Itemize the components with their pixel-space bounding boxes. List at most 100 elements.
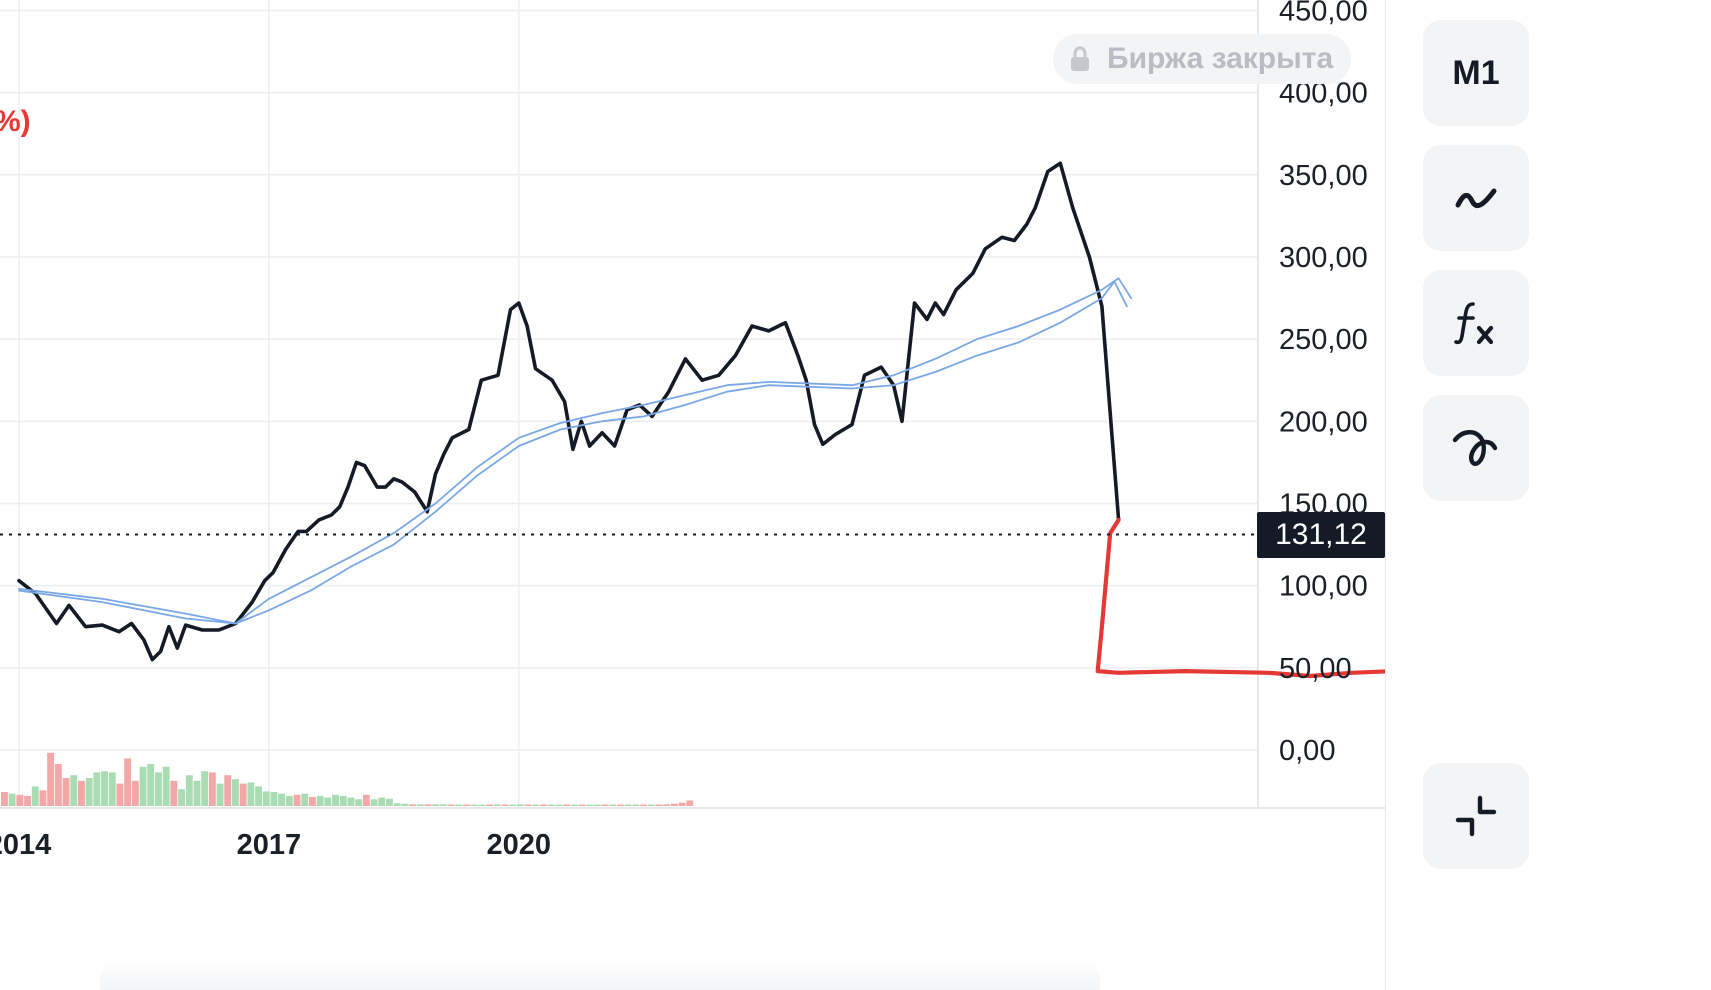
volume-bar xyxy=(424,804,432,806)
volume-bar xyxy=(570,804,578,806)
x-tick-label: 2020 xyxy=(487,829,552,861)
y-axis: 0,0050,00100,00150,00200,00250,00300,003… xyxy=(1279,0,1368,767)
x-tick-label: 2014 xyxy=(0,829,51,861)
series-moving-average xyxy=(18,280,1128,625)
volume-bar xyxy=(85,778,93,806)
volume-bar xyxy=(386,798,393,806)
price-chart[interactable]: 0,0050,00100,00150,00200,00250,00300,003… xyxy=(0,0,1385,990)
volume-bar xyxy=(316,795,324,806)
volume-bar xyxy=(31,786,39,806)
y-tick-label: 200,00 xyxy=(1279,406,1368,438)
volume-bar xyxy=(232,779,239,806)
y-tick-label: 50,00 xyxy=(1279,653,1352,685)
volume-bar xyxy=(147,764,155,806)
volume-bar xyxy=(347,797,355,806)
volume-bar xyxy=(393,803,401,806)
volume-bar xyxy=(124,758,132,806)
volume-bar xyxy=(678,802,686,806)
series-price xyxy=(17,161,1121,662)
volume-bar xyxy=(247,782,255,806)
chart-type-button[interactable] xyxy=(1423,145,1529,251)
volume-bar xyxy=(301,793,309,806)
collapse-button[interactable] xyxy=(1423,763,1529,869)
volume-bar xyxy=(270,792,278,806)
volume-bar xyxy=(663,804,671,806)
volume-bar xyxy=(670,803,678,806)
volume-bar xyxy=(601,804,609,806)
chart-toolbar: M1 xyxy=(1385,0,1711,990)
volume-bar xyxy=(185,775,193,806)
volume-bar xyxy=(362,794,370,806)
volume-bar xyxy=(62,778,70,806)
volume-bar xyxy=(16,794,24,806)
volume-bar xyxy=(447,804,455,806)
volume-bar xyxy=(378,797,386,806)
volume-bar xyxy=(8,793,16,806)
volume-bar xyxy=(586,804,594,806)
volume-bar xyxy=(339,795,347,806)
volume-bar xyxy=(39,790,47,806)
volume-bar xyxy=(324,797,332,806)
volume-bar xyxy=(578,804,586,806)
volume-bar xyxy=(463,804,470,806)
volume-bar xyxy=(139,766,147,806)
volume-bar xyxy=(647,804,655,806)
volume-bar xyxy=(239,783,247,806)
volume-bar xyxy=(640,804,647,806)
y-tick-label: 350,00 xyxy=(1279,160,1368,192)
market-status-badge: Биржа закрыта xyxy=(1053,34,1352,84)
current-price-tag: 131,12 xyxy=(1257,511,1385,558)
volume-bar xyxy=(70,775,78,806)
volume-bar xyxy=(409,804,416,806)
volume-bar xyxy=(609,804,617,806)
volume-bar xyxy=(224,775,232,806)
volume-bar xyxy=(486,804,493,806)
volume-bar xyxy=(370,799,378,806)
volume-bar xyxy=(655,804,663,806)
volume-bar xyxy=(93,772,101,806)
volume-bar xyxy=(78,780,85,806)
volume-bar xyxy=(632,804,640,806)
volume-bar xyxy=(555,804,563,806)
volume-bar xyxy=(332,794,339,806)
volume-bar xyxy=(547,804,555,806)
period-button[interactable]: M1 xyxy=(1423,20,1529,126)
volume-bar xyxy=(501,804,509,806)
indicators-button[interactable] xyxy=(1423,270,1529,376)
volume-bar xyxy=(563,804,570,806)
volume-bar xyxy=(201,771,209,806)
volume-bar xyxy=(309,797,316,806)
volume-bar xyxy=(617,804,624,806)
chart-area[interactable]: 0,00 50,00 100,00 150,00 200,00 250,00 300,00 3… xyxy=(0,0,1385,990)
y-tick-label: 0,00 xyxy=(1279,735,1335,767)
collapse-arrows-icon xyxy=(1455,795,1497,837)
volume-bar xyxy=(262,791,270,806)
volume-bar xyxy=(532,804,540,806)
volume-bar xyxy=(116,783,124,806)
volume-bar xyxy=(432,804,440,806)
volume-bar xyxy=(401,803,409,806)
series-moving-average-2 xyxy=(18,277,1132,625)
volume-bar xyxy=(509,804,517,806)
y-tick-label: 250,00 xyxy=(1279,324,1368,356)
series-hand-drawn xyxy=(1095,517,1385,679)
volume-bar xyxy=(455,804,463,806)
period-label: M1 xyxy=(1452,53,1500,92)
volume-bar xyxy=(524,804,532,806)
bottom-sheet-edge xyxy=(100,960,1100,990)
volume-bar xyxy=(285,795,293,806)
market-status-text: Биржа закрыта xyxy=(1107,42,1334,75)
volume-bar xyxy=(155,772,162,806)
volume-bar xyxy=(1,792,8,806)
volume-bar xyxy=(540,804,547,806)
volume-bar xyxy=(416,804,424,806)
volume-bar xyxy=(170,780,178,806)
volume-bar xyxy=(439,804,447,806)
grid xyxy=(0,0,1385,809)
volume-bar xyxy=(54,764,62,806)
volume-bar xyxy=(255,786,262,806)
volume-bars xyxy=(1,752,694,806)
drawing-button[interactable] xyxy=(1423,395,1529,501)
volume-bar xyxy=(278,793,286,806)
x-tick-label: 2017 xyxy=(237,829,302,861)
